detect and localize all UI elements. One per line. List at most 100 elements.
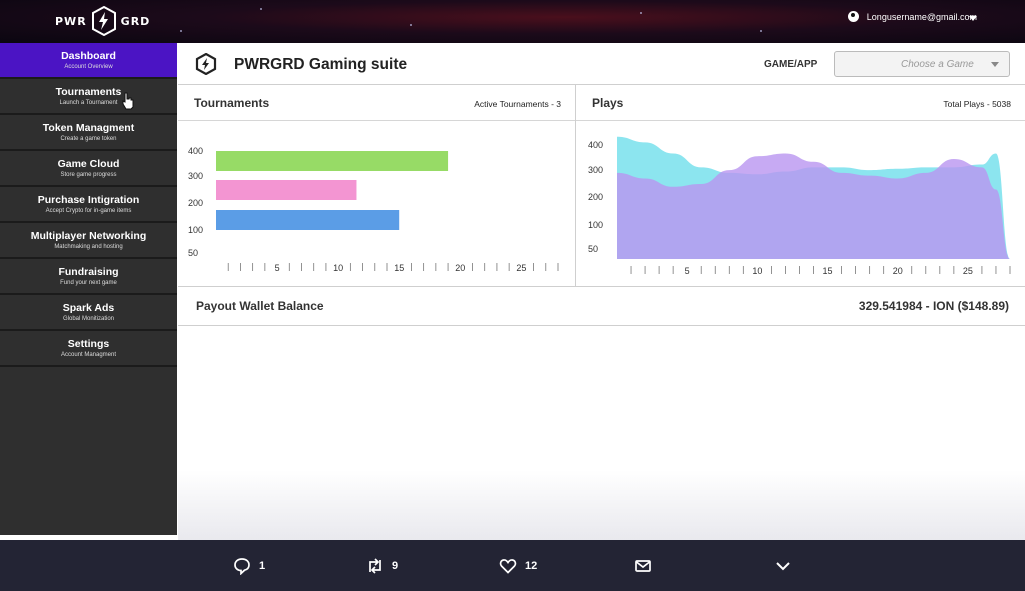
sidebar-item-subtitle: Launch a Tournament <box>59 100 118 106</box>
page-title: PWRGRD Gaming suite <box>234 56 408 73</box>
y-tick-label: 100 <box>588 220 603 230</box>
sidebar-item-title: Token Managment <box>42 122 135 134</box>
like-button[interactable]: 12 <box>499 557 537 575</box>
y-tick-label: 300 <box>188 171 203 181</box>
user-menu[interactable]: Longusername@gmail.com <box>847 11 977 22</box>
plays-title: Plays <box>592 96 624 110</box>
sidebar-item-title: Purchase Intigration <box>37 194 140 206</box>
user-icon <box>847 11 859 22</box>
y-tick-label: 100 <box>188 225 203 235</box>
reply-button[interactable]: 1 <box>233 557 265 575</box>
x-tick-label: 5 <box>685 266 690 276</box>
sidebar-item-multiplayer-networking[interactable]: Multiplayer Networking Matchmaking and h… <box>0 223 177 259</box>
sidebar-item-title: Settings <box>67 338 110 350</box>
game-select[interactable]: Choose a Game <box>834 51 1010 77</box>
wallet-label: Payout Wallet Balance <box>196 299 324 313</box>
like-count: 12 <box>525 560 538 572</box>
logo-text-right: GRD <box>120 14 151 28</box>
x-tick-label: 20 <box>455 263 465 273</box>
wallet-balance: 329.541984 - ION ($148.89) <box>858 299 1009 313</box>
sidebar-item-fundraising[interactable]: Fundraising Fund your next game <box>0 259 177 295</box>
plays-area-series <box>617 153 1010 259</box>
sidebar-item-title: Multiplayer Networking <box>30 230 147 242</box>
y-tick-label: 200 <box>588 192 603 202</box>
chevron-down-icon <box>776 562 790 571</box>
sidebar-item-game-cloud[interactable]: Game Cloud Store game progress <box>0 151 177 187</box>
reply-count: 1 <box>259 560 266 572</box>
x-tick-label: 15 <box>394 263 404 273</box>
star <box>260 8 262 10</box>
social-action-bar: 1 9 12 <box>0 540 1025 591</box>
chevron-down-icon <box>991 62 999 67</box>
sidebar-item-token-management[interactable]: Token Managment Create a game token <box>0 115 177 151</box>
y-tick-label: 400 <box>588 140 603 150</box>
top-bar: PWR GRD Longusername@gmail.com <box>0 0 1025 43</box>
mail-icon <box>635 560 651 572</box>
sidebar-item-subtitle: Create a game token <box>60 136 117 142</box>
star <box>410 24 412 26</box>
content-fade <box>178 470 1025 540</box>
total-plays-stat: Total Plays - 5038 <box>943 99 1011 109</box>
sidebar-item-title: Spark Ads <box>62 302 115 314</box>
y-tick-label: 50 <box>188 248 198 258</box>
retweet-button[interactable]: 9 <box>366 557 398 575</box>
sidebar-item-title: Fundraising <box>58 266 119 278</box>
retweet-count: 9 <box>392 560 399 572</box>
sidebar-item-dashboard[interactable]: Dashboard Account Overview <box>0 43 177 79</box>
sidebar-item-settings[interactable]: Settings Account Managment <box>0 331 177 367</box>
game-select-placeholder: Choose a Game <box>901 59 974 70</box>
y-tick-label: 300 <box>588 165 603 175</box>
x-tick-label: 20 <box>893 266 903 276</box>
sidebar-item-subtitle: Account Overview <box>64 64 113 70</box>
y-tick-label: 50 <box>588 244 598 254</box>
x-tick-label: 10 <box>333 263 343 273</box>
hand-cursor-icon <box>122 92 134 110</box>
x-tick-label: 25 <box>516 263 526 273</box>
star <box>640 12 642 14</box>
x-tick-label: 15 <box>823 266 833 276</box>
tournament-bar <box>216 180 357 200</box>
more-button[interactable] <box>774 557 800 575</box>
tournament-bar <box>216 151 449 171</box>
tournaments-panel-header: Tournaments Active Tournaments - 3 <box>178 85 575 121</box>
heart-icon <box>499 559 517 574</box>
sidebar-item-subtitle: Account Managment <box>60 352 117 358</box>
sidebar-item-subtitle: Store game progress <box>60 172 117 178</box>
user-email: Longusername@gmail.com <box>866 11 977 22</box>
tournaments-title: Tournaments <box>194 96 270 110</box>
game-select-label: GAME/APP <box>764 59 818 70</box>
payout-wallet-row: Payout Wallet Balance 329.541984 - ION (… <box>178 286 1025 326</box>
header: PWRGRD Gaming suite GAME/APP Choose a Ga… <box>178 43 1025 85</box>
comment-icon <box>234 558 250 575</box>
retweet-icon <box>369 558 381 574</box>
tournaments-chart: 400 300 200 100 50 5 10 15 20 25 <box>188 146 559 273</box>
lightning-shield-icon <box>91 6 116 36</box>
share-dm-button[interactable] <box>634 557 660 575</box>
logo[interactable]: PWR GRD <box>55 6 150 36</box>
star <box>760 30 762 32</box>
sidebar-item-subtitle: Accept Crypto for in-game items <box>45 208 132 214</box>
sidebar-item-title: Dashboard <box>61 50 116 62</box>
plays-panel-header: Plays Total Plays - 5038 <box>576 85 1025 121</box>
panel-divider <box>575 85 576 286</box>
lightning-shield-icon <box>195 53 217 75</box>
sidebar-item-title: Tournaments <box>55 86 122 98</box>
sidebar-item-title: Game Cloud <box>57 158 120 170</box>
chevron-down-icon[interactable] <box>969 16 977 21</box>
y-tick-label: 400 <box>188 146 203 156</box>
x-tick-label: 10 <box>752 266 762 276</box>
star <box>180 30 182 32</box>
active-tournaments-stat: Active Tournaments - 3 <box>474 99 561 109</box>
sidebar-item-tournaments[interactable]: Tournaments Launch a Tournament <box>0 79 177 115</box>
plays-chart: 400 300 200 100 50 5 10 15 20 25 <box>588 136 1011 276</box>
sidebar-item-subtitle: Global Monitization <box>62 316 115 322</box>
y-tick-label: 200 <box>188 198 203 208</box>
sidebar-item-subtitle: Fund your next game <box>60 280 117 286</box>
x-tick-label: 5 <box>275 263 280 273</box>
sidebar-item-spark-ads[interactable]: Spark Ads Global Monitization <box>0 295 177 331</box>
sidebar-item-subtitle: Matchmaking and hosting <box>54 244 123 250</box>
sidebar-item-purchase-integration[interactable]: Purchase Intigration Accept Crypto for i… <box>0 187 177 223</box>
x-tick-label: 25 <box>963 266 973 276</box>
tournament-bar <box>216 210 400 230</box>
sidebar: Dashboard Account Overview Tournaments L… <box>0 43 177 535</box>
